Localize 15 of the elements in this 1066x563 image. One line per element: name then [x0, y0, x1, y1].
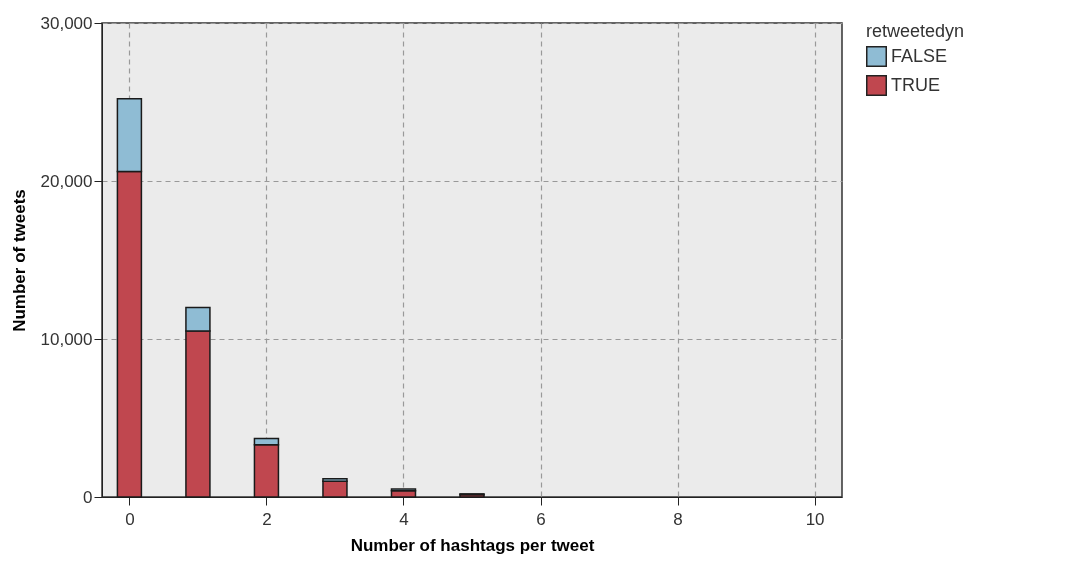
- y-tick-label: 20,000: [40, 171, 93, 191]
- legend-label: FALSE: [891, 45, 948, 66]
- legend-label: TRUE: [891, 74, 940, 95]
- x-tick-label: 2: [262, 509, 272, 529]
- y-tick-label: 0: [83, 487, 93, 507]
- x-tick-label: 0: [125, 509, 135, 529]
- y-tick-label: 30,000: [40, 13, 93, 33]
- x-tick-label: 10: [805, 509, 825, 529]
- x-axis-title: Number of hashtags per tweet: [350, 535, 595, 555]
- x-tick-label: 6: [536, 509, 546, 529]
- legend-title: retweetedyn: [866, 21, 965, 41]
- x-tick-label: 4: [399, 509, 409, 529]
- y-tick-label: 10,000: [40, 329, 93, 349]
- x-tick-label: 8: [673, 509, 683, 529]
- y-axis-title: Number of tweets: [9, 189, 29, 332]
